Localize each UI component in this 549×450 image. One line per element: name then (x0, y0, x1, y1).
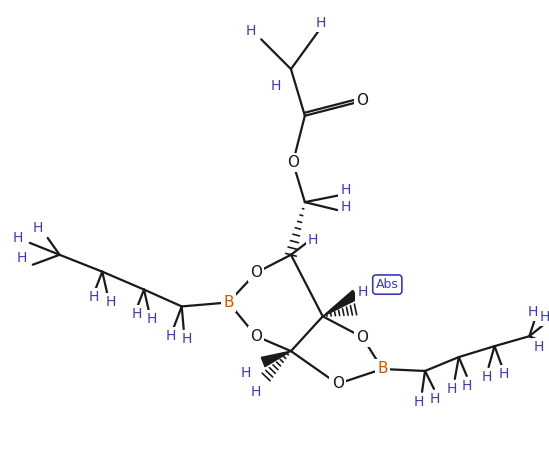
Text: H: H (481, 370, 492, 384)
Text: O: O (356, 93, 368, 108)
Text: H: H (246, 24, 256, 38)
Text: H: H (340, 200, 351, 214)
Text: H: H (241, 366, 251, 380)
Text: H: H (307, 233, 318, 247)
Text: H: H (251, 385, 261, 399)
Text: H: H (182, 332, 192, 346)
Text: O: O (250, 265, 262, 280)
Text: H: H (13, 231, 23, 245)
Text: O: O (250, 328, 262, 344)
Text: H: H (357, 284, 368, 298)
Text: H: H (528, 306, 539, 320)
Text: H: H (534, 340, 545, 354)
Text: H: H (106, 296, 116, 310)
Text: O: O (332, 376, 344, 392)
Text: H: H (462, 379, 472, 393)
Text: H: H (132, 307, 142, 321)
Text: O: O (356, 330, 368, 345)
Text: H: H (32, 221, 43, 235)
Text: H: H (166, 329, 176, 343)
Text: H: H (447, 382, 457, 396)
Text: H: H (16, 251, 27, 265)
Text: Abs: Abs (376, 278, 399, 291)
Text: H: H (271, 79, 281, 93)
Text: H: H (340, 183, 351, 197)
Polygon shape (261, 351, 291, 367)
Text: H: H (430, 392, 440, 406)
Text: H: H (147, 312, 157, 326)
Text: O: O (287, 155, 299, 170)
Text: H: H (88, 291, 98, 305)
Text: H: H (414, 395, 424, 409)
Text: H: H (316, 16, 326, 31)
Text: H: H (498, 367, 509, 381)
Text: H: H (540, 310, 549, 324)
Text: B: B (377, 361, 388, 377)
Text: B: B (223, 295, 234, 310)
Polygon shape (323, 290, 358, 316)
